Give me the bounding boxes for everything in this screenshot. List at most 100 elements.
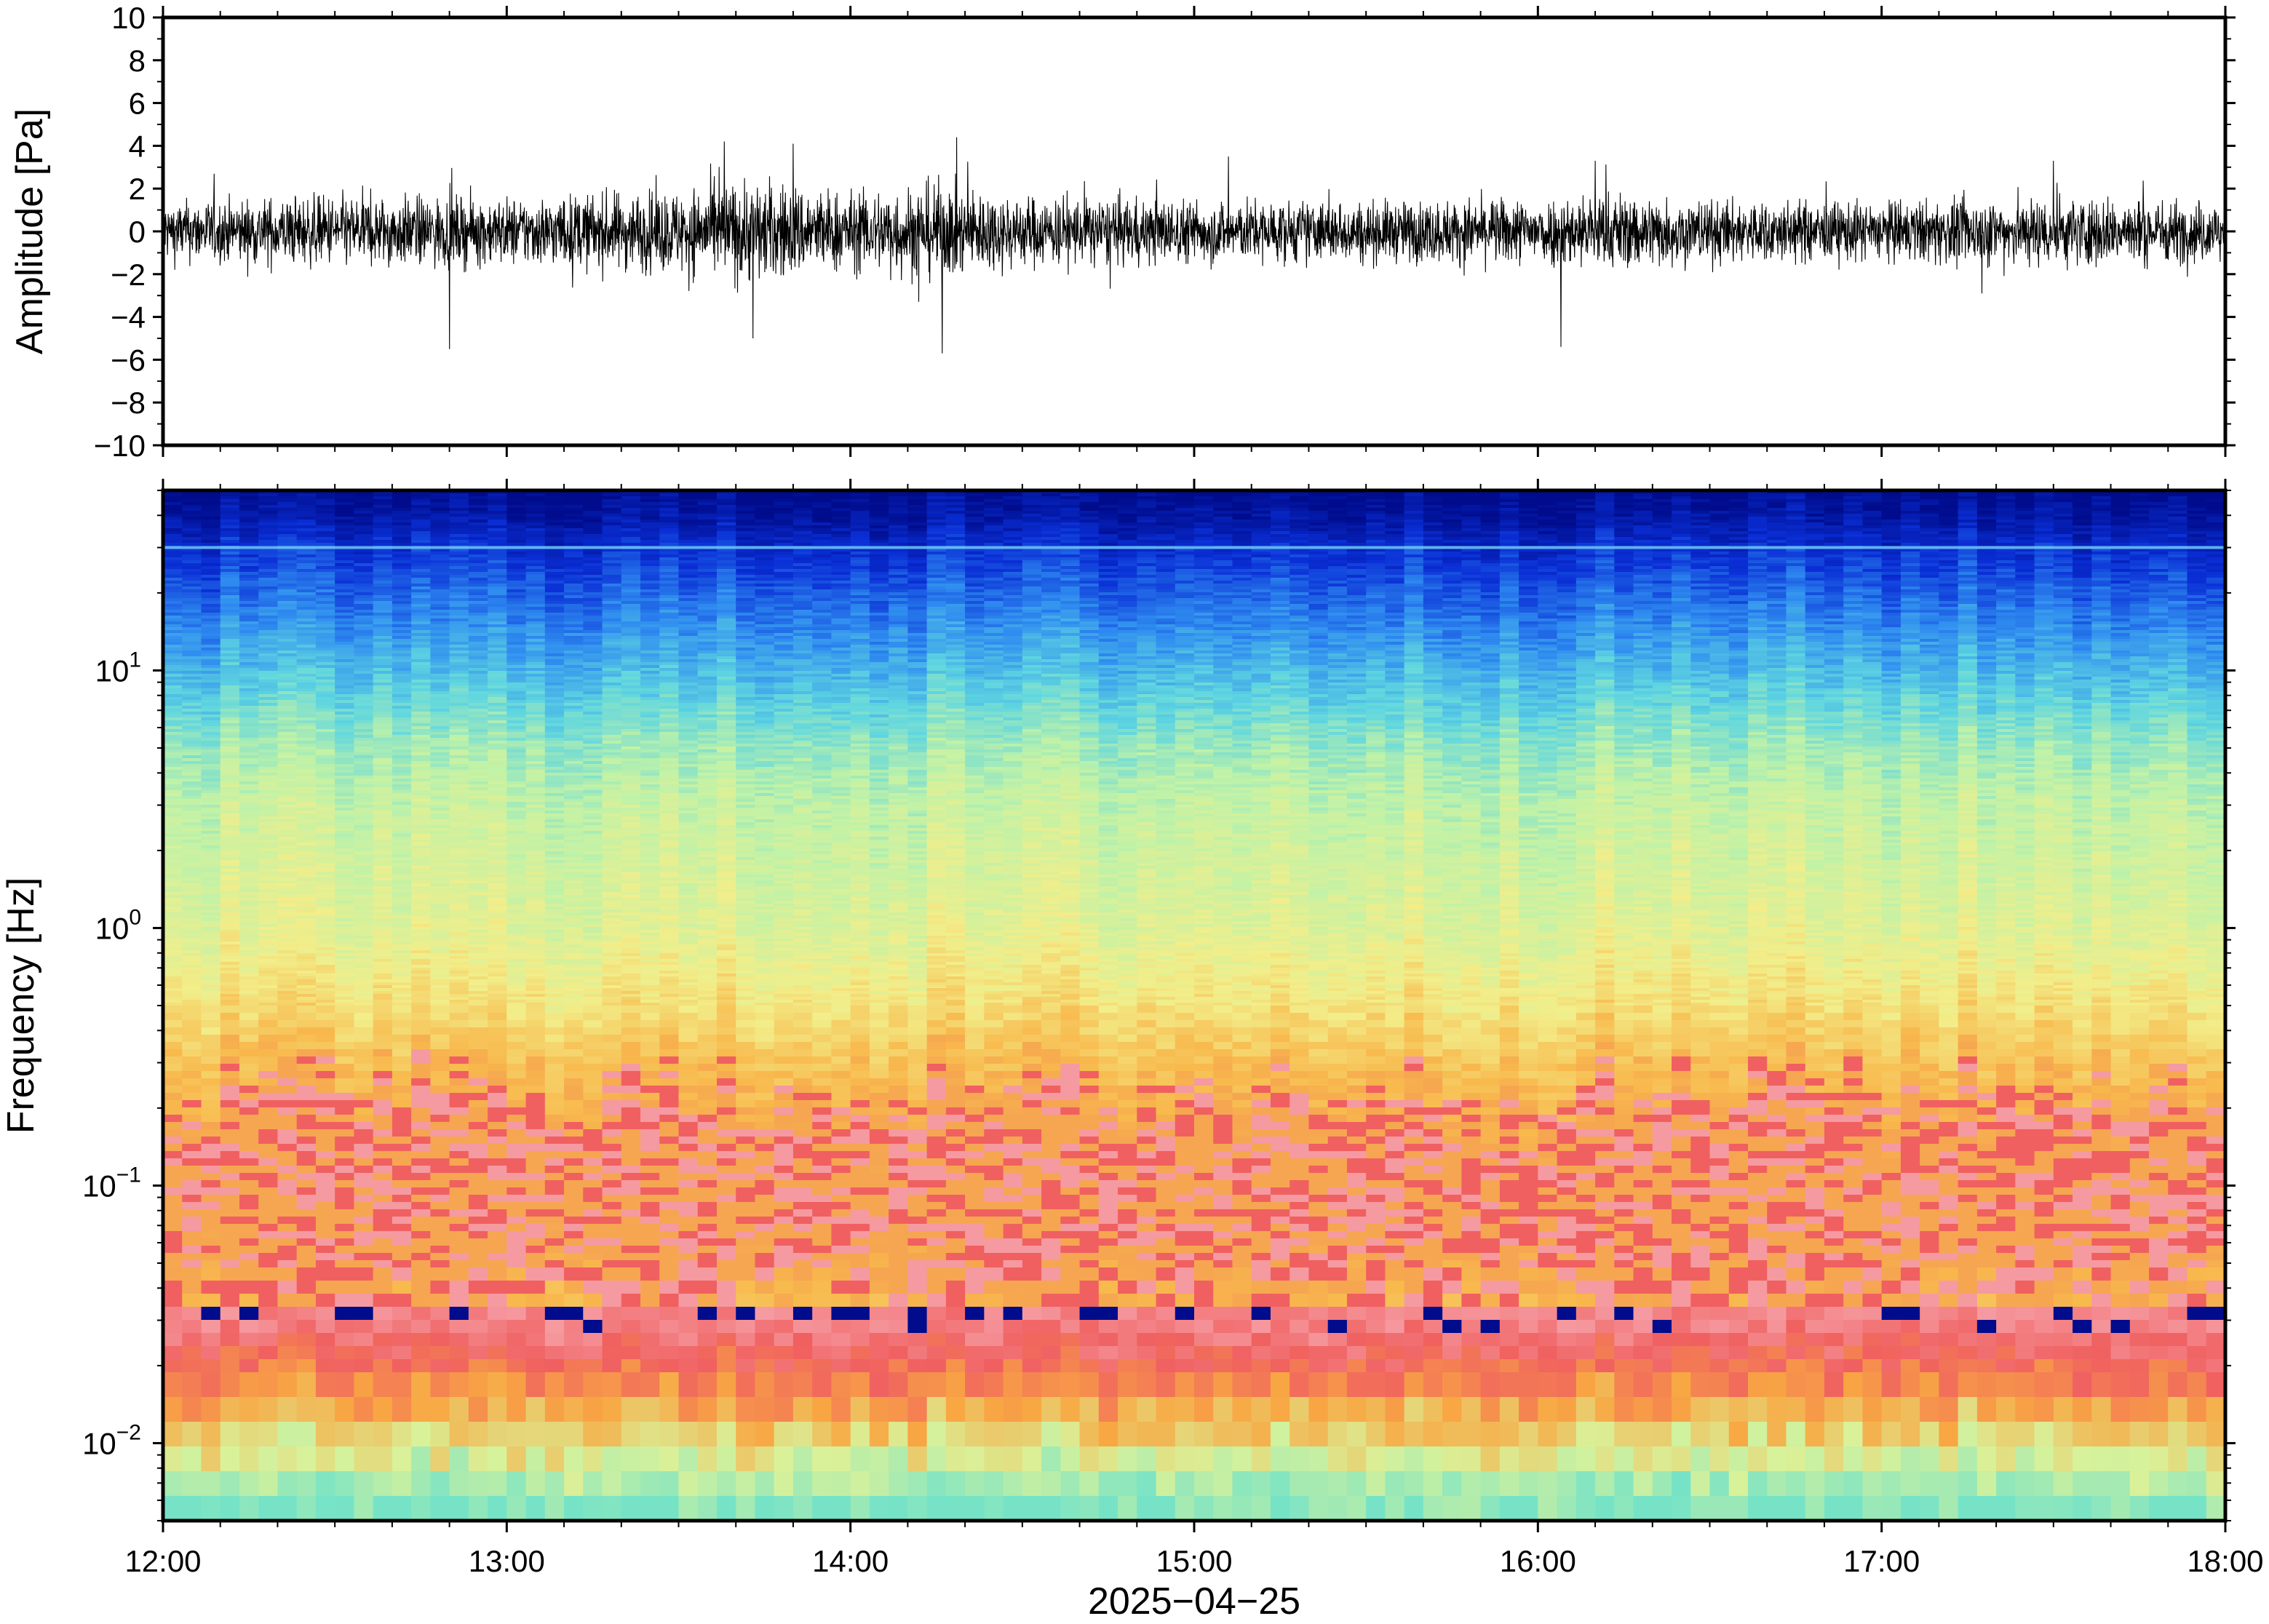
spectrogram-cell	[2206, 502, 2226, 506]
spectrogram-cell	[1041, 534, 1061, 538]
spectrogram-cell	[1060, 522, 1081, 526]
spectrogram-cell	[1672, 534, 1691, 538]
spectrogram-cell	[315, 560, 335, 564]
spectrogram-cell	[602, 613, 622, 616]
spectrogram-cell	[449, 607, 469, 610]
spectrogram-cell	[354, 560, 374, 564]
spectrogram-cell	[1862, 586, 1883, 590]
spectrogram-cell	[373, 572, 393, 576]
spectrogram-cell	[1958, 613, 1978, 616]
spectrogram-cell	[1557, 613, 1577, 616]
spectrogram-cell	[1079, 589, 1100, 593]
spectrogram-cell	[1461, 552, 1482, 555]
spectrogram-cell	[1327, 543, 1348, 546]
spectrogram-cell	[1346, 528, 1367, 532]
spectrogram-cell	[2034, 552, 2054, 555]
spectrogram-cell	[1881, 502, 1902, 506]
spectrogram-cell	[2053, 528, 2073, 532]
spectrogram-cell	[716, 592, 736, 596]
spectrogram-cell	[965, 502, 985, 506]
spectrogram-cell	[640, 566, 660, 570]
spectrogram-cell	[1976, 522, 1997, 526]
spectrogram-cell	[792, 557, 813, 561]
spectrogram-cell	[1499, 543, 1519, 546]
spectrogram-cell	[1118, 566, 1137, 570]
spectrogram-cell	[1900, 554, 1920, 558]
spectrogram-cell	[239, 534, 259, 538]
spectrogram-cell	[1920, 581, 1939, 584]
spectrogram-cell	[1824, 566, 1844, 570]
spectrogram-cell	[1633, 572, 1653, 576]
spectrogram-cell	[1137, 554, 1157, 558]
spectrogram-cell	[1843, 528, 1864, 532]
spectrogram-cell	[1805, 499, 1825, 503]
spectrogram-cell	[1499, 581, 1519, 584]
spectrogram-cell	[774, 508, 794, 512]
spectrogram-cell	[1881, 569, 1902, 573]
spectrogram-cell	[1633, 610, 1653, 613]
spectrogram-cell	[1346, 543, 1367, 546]
spectrogram-cell	[1290, 581, 1310, 584]
spectrogram-cell	[697, 569, 718, 573]
spectrogram-cell	[2129, 575, 2150, 578]
spectrogram-cell	[1747, 502, 1768, 506]
spectrogram-cell	[831, 552, 851, 555]
spectrogram-cell	[1767, 508, 1787, 512]
spectrogram-cell	[2034, 493, 2054, 497]
spectrogram-cell	[506, 595, 527, 599]
spectrogram-cell	[1194, 543, 1214, 546]
spectrogram-cell	[258, 543, 279, 546]
spectrogram-cell	[296, 589, 317, 593]
spectrogram-cell	[506, 613, 527, 616]
spectrogram-cell	[182, 554, 202, 558]
spectrogram-cell	[1079, 598, 1100, 602]
spectrogram-cell	[335, 575, 355, 578]
spectrogram-cell	[411, 511, 431, 514]
spectrogram-cell	[755, 525, 775, 529]
spectrogram-cell	[411, 618, 431, 622]
spectrogram-cell	[1041, 496, 1061, 500]
spectrogram-cell	[1480, 496, 1501, 500]
spectrogram-cell	[889, 613, 908, 616]
spectrogram-cell	[2110, 578, 2131, 581]
spectrogram-cell	[659, 496, 680, 500]
spectrogram-cell	[335, 589, 355, 593]
spectrogram-cell	[2187, 522, 2207, 526]
spectrogram-cell	[602, 584, 622, 587]
spectrogram-cell	[201, 534, 221, 538]
spectrogram-cell	[2015, 566, 2035, 570]
spectrogram-cell	[2187, 502, 2207, 506]
spectrogram-cell	[869, 502, 889, 506]
spectrogram-cell	[1976, 505, 1997, 509]
spectrogram-cell	[1519, 531, 1538, 535]
spectrogram-cell	[792, 520, 813, 523]
spectrogram-cell	[525, 566, 546, 570]
spectrogram-cell	[220, 517, 240, 520]
spectrogram-cell	[984, 554, 1004, 558]
spectrogram-cell	[1728, 552, 1749, 555]
spectrogram-cell	[488, 543, 507, 546]
spectrogram-cell	[1346, 572, 1367, 576]
spectrogram-cell	[1996, 616, 2016, 619]
spectrogram-cell	[449, 592, 469, 596]
spectrogram-cell	[2110, 560, 2131, 564]
spectrogram-cell	[1690, 581, 1711, 584]
spectrogram-cell	[984, 514, 1004, 517]
spectrogram-cell	[315, 578, 335, 581]
spectrogram-cell	[755, 511, 775, 514]
spectrogram-cell	[1442, 531, 1462, 535]
spectrogram-cell	[506, 514, 527, 517]
spectrogram-cell	[335, 543, 355, 546]
spectrogram-cell	[1843, 534, 1864, 538]
spectrogram-cell	[1614, 598, 1634, 602]
spectrogram-cell	[2091, 598, 2112, 602]
spectrogram-cell	[1137, 604, 1157, 608]
spectrogram-cell	[2168, 493, 2188, 497]
spectrogram-cell	[201, 584, 221, 587]
spectrogram-cell	[1213, 560, 1233, 564]
spectrogram-cell	[1709, 508, 1730, 512]
spectrogram-cell	[1652, 557, 1672, 561]
spectrogram-cell	[716, 607, 736, 610]
spectrogram-cell	[1824, 584, 1844, 587]
